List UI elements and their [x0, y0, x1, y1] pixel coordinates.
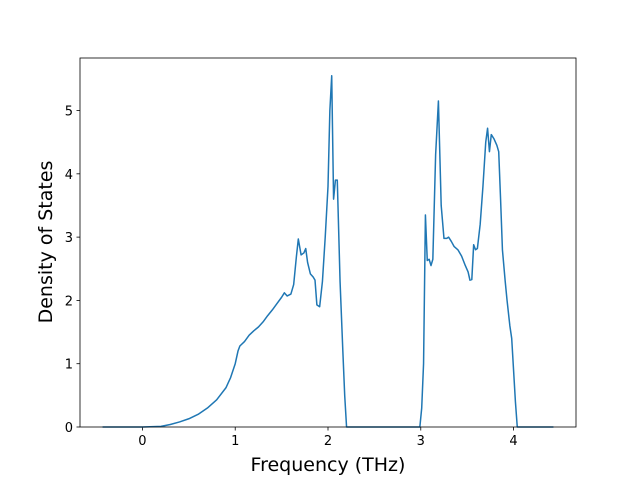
y-tick-label: 0: [65, 421, 73, 436]
y-axis-label: Density of States: [35, 161, 57, 324]
y-tick-label: 3: [65, 231, 73, 246]
y-tick-label: 2: [65, 294, 73, 309]
y-tick-label: 1: [65, 358, 73, 373]
y-tick-label: 5: [65, 105, 73, 120]
line: [102, 74, 554, 428]
x-axis-label: Frequency (THz): [251, 454, 406, 476]
x-tick-label: 4: [509, 434, 517, 449]
x-tick-label: 0: [138, 434, 146, 449]
x-tick-label: 3: [417, 434, 425, 449]
y-tick-label: 4: [65, 168, 73, 183]
x-tick-label: 1: [231, 434, 239, 449]
plot-frame: [79, 57, 577, 428]
x-tick-label: 2: [324, 434, 332, 449]
